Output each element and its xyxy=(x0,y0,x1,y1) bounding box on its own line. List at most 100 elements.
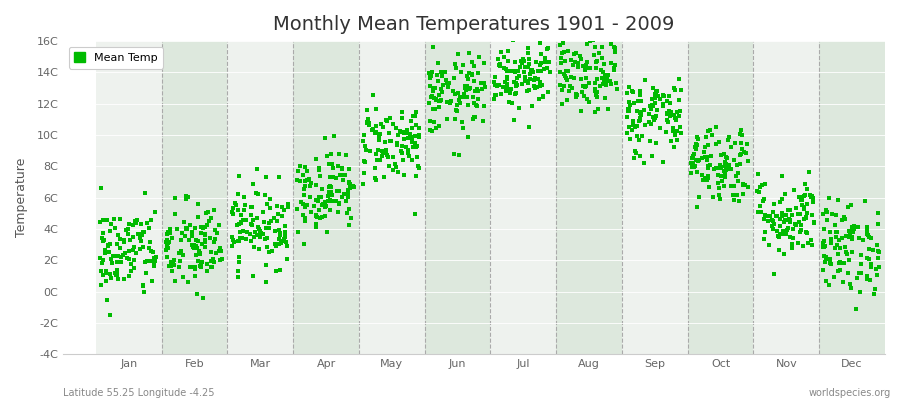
Point xyxy=(801,240,815,247)
Point xyxy=(631,98,645,104)
Point xyxy=(819,206,833,213)
Point xyxy=(590,76,605,82)
Point xyxy=(659,129,673,136)
Point xyxy=(582,38,597,44)
Point xyxy=(228,200,242,206)
Point xyxy=(290,206,304,212)
Point xyxy=(860,230,874,237)
Point xyxy=(716,151,731,158)
Point xyxy=(595,55,609,61)
Point xyxy=(596,81,610,87)
Point xyxy=(281,201,295,208)
Point xyxy=(800,200,814,207)
Point xyxy=(629,150,643,157)
Point xyxy=(697,149,711,155)
Point xyxy=(449,108,464,114)
Point xyxy=(126,234,140,240)
Point xyxy=(225,209,239,215)
Point xyxy=(452,152,466,158)
Point xyxy=(264,218,278,224)
Point xyxy=(668,132,682,139)
Point xyxy=(368,150,382,157)
Point xyxy=(536,92,550,99)
Point xyxy=(238,207,252,214)
Point xyxy=(252,228,266,234)
Point xyxy=(302,176,317,182)
Point xyxy=(823,256,837,262)
Point xyxy=(165,235,179,242)
Point xyxy=(335,172,349,178)
Point xyxy=(558,58,572,64)
Point xyxy=(642,110,656,117)
Point xyxy=(861,234,876,241)
Point xyxy=(561,68,575,74)
Point xyxy=(669,114,683,121)
Point xyxy=(649,140,663,146)
Point xyxy=(538,59,553,66)
Point xyxy=(625,126,639,133)
Point xyxy=(598,76,612,83)
Point xyxy=(804,237,818,243)
Point xyxy=(793,227,807,233)
Point xyxy=(425,68,439,75)
Point xyxy=(590,92,604,98)
Point xyxy=(567,50,581,57)
Point xyxy=(472,54,486,60)
Point xyxy=(860,255,874,261)
Point xyxy=(662,108,676,114)
Point xyxy=(105,260,120,266)
Point xyxy=(203,249,218,256)
Point xyxy=(836,278,850,285)
Point xyxy=(162,262,176,269)
Point xyxy=(318,199,332,206)
Point xyxy=(401,147,416,154)
Point xyxy=(330,208,345,215)
Point xyxy=(758,212,772,218)
Point xyxy=(365,126,380,132)
Point xyxy=(262,220,276,226)
Point xyxy=(702,184,716,191)
Point xyxy=(519,78,534,84)
Point xyxy=(650,107,664,113)
Point xyxy=(184,242,199,249)
Point xyxy=(534,68,548,75)
Point xyxy=(864,260,878,267)
Point xyxy=(719,167,733,173)
Point xyxy=(184,228,199,235)
Point xyxy=(785,244,799,251)
Point xyxy=(232,173,247,180)
Point xyxy=(122,256,137,262)
Point xyxy=(167,278,182,284)
Point xyxy=(259,201,274,208)
Point xyxy=(410,122,424,128)
Point xyxy=(869,266,884,272)
Point xyxy=(130,216,144,223)
Point xyxy=(698,154,712,160)
Point xyxy=(108,270,122,276)
Point xyxy=(449,106,464,113)
Point xyxy=(319,213,333,219)
Point xyxy=(246,272,260,279)
Point xyxy=(98,247,112,254)
Point xyxy=(520,64,535,70)
Point xyxy=(410,163,425,169)
Point xyxy=(430,71,445,78)
Point xyxy=(767,271,781,277)
Point xyxy=(315,214,329,220)
Point xyxy=(540,46,554,52)
Point xyxy=(167,194,182,201)
Point xyxy=(198,244,212,251)
Point xyxy=(780,206,795,213)
Point xyxy=(841,270,855,276)
Point xyxy=(713,196,727,202)
Point xyxy=(820,209,834,216)
Point xyxy=(180,226,194,233)
Point xyxy=(806,220,821,226)
Point xyxy=(690,136,705,142)
Point xyxy=(757,216,771,222)
Point xyxy=(847,226,861,232)
Point xyxy=(834,234,849,241)
Point xyxy=(713,164,727,171)
Point xyxy=(734,127,748,134)
Point xyxy=(557,49,572,55)
